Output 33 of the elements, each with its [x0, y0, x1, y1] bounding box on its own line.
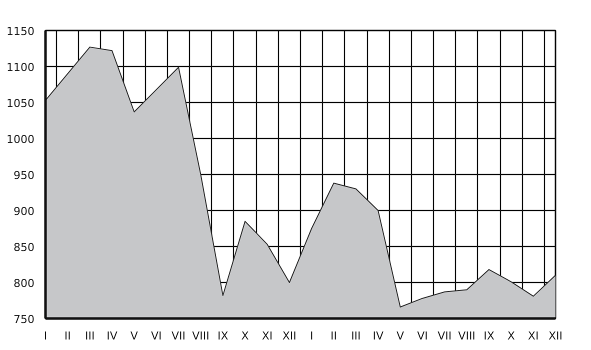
- x-tick-label: I: [44, 330, 48, 342]
- x-tick-label: VIII: [458, 330, 476, 342]
- x-tick-label: XI: [262, 330, 273, 342]
- x-tick-label: X: [241, 330, 250, 342]
- x-tick-label: VIII: [192, 330, 210, 342]
- y-tick-label: 1150: [6, 25, 35, 38]
- x-tick-label: I: [310, 330, 314, 342]
- x-tick-label: IX: [218, 330, 229, 342]
- x-tick-label: II: [64, 330, 71, 342]
- y-tick-label: 950: [14, 169, 35, 182]
- y-tick-label: 900: [14, 205, 35, 218]
- x-tick-label: II: [330, 330, 338, 342]
- y-tick-label: 1000: [6, 133, 35, 146]
- y-tick-label: 1050: [6, 97, 35, 110]
- x-tick-label: IV: [106, 330, 118, 342]
- y-tick-label: 750: [14, 313, 35, 326]
- x-tick-label: V: [130, 330, 138, 342]
- x-tick-label: V: [396, 330, 405, 342]
- x-tick-label: III: [351, 330, 361, 342]
- x-tick-label: IX: [484, 330, 495, 342]
- y-tick-label: 850: [14, 241, 35, 254]
- x-tick-label: IV: [372, 330, 384, 342]
- x-tick-label: VII: [438, 330, 452, 342]
- x-tick-label: VI: [417, 330, 428, 342]
- x-tick-label: VII: [172, 330, 186, 342]
- x-tick-label: X: [507, 330, 516, 342]
- x-tick-label: XI: [528, 330, 539, 342]
- y-tick-label: 800: [14, 277, 35, 290]
- x-tick-label: XII: [282, 330, 296, 342]
- x-tick-label: III: [84, 330, 95, 342]
- x-tick-label: XII: [548, 330, 563, 342]
- y-tick-label: 1100: [6, 61, 35, 74]
- x-tick-label: VI: [150, 330, 162, 342]
